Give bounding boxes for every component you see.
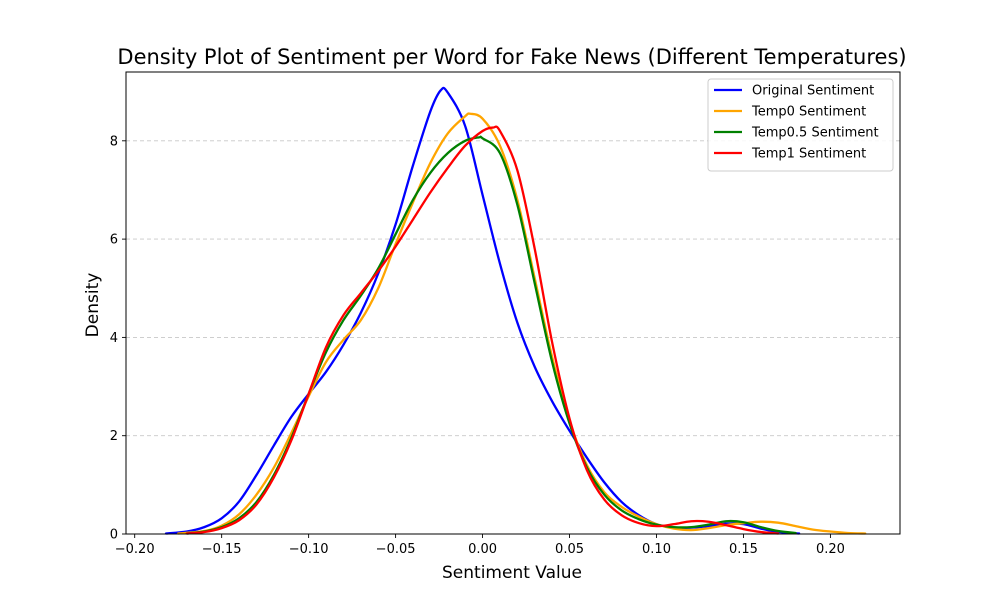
series-line-3 xyxy=(185,125,780,535)
legend-label: Original Sentiment xyxy=(752,84,874,99)
series-lines xyxy=(164,86,867,535)
x-tick-label: −0.15 xyxy=(202,542,242,557)
x-tick-label: 0.20 xyxy=(816,542,845,557)
y-tick-label: 0 xyxy=(110,528,118,543)
y-axis: 0 2 4 6 8 xyxy=(110,134,126,543)
legend-label: Temp0.5 Sentiment xyxy=(751,126,879,141)
x-axis-title: Sentiment Value xyxy=(442,563,582,583)
x-tick-label: −0.05 xyxy=(376,542,416,557)
x-axis: −0.20 −0.15 −0.10 −0.05 0.00 0.05 0.10 0.15 0.20 xyxy=(115,534,845,557)
plot-area-frame xyxy=(125,71,901,535)
y-tick-label: 2 xyxy=(110,429,118,444)
x-tick-label: −0.20 xyxy=(115,542,155,557)
x-tick-label: 0.10 xyxy=(642,542,671,557)
x-tick-label: 0.05 xyxy=(555,542,584,557)
y-tick-label: 6 xyxy=(110,233,118,248)
x-tick-label: 0.00 xyxy=(468,542,497,557)
y-axis-title: Density xyxy=(83,273,103,338)
legend-box xyxy=(707,78,894,172)
legend: Original Sentiment Temp0 Sentiment Temp0.5… xyxy=(707,78,894,172)
x-tick-label: −0.10 xyxy=(289,542,329,557)
legend-label: Temp0 Sentiment xyxy=(751,105,866,120)
y-tick-label: 4 xyxy=(110,331,118,346)
grid xyxy=(126,140,900,437)
y-tick-label: 8 xyxy=(110,134,118,149)
legend-label: Temp1 Sentiment xyxy=(751,147,866,162)
chart-title: Density Plot of Sentiment per Word for F… xyxy=(117,45,906,69)
x-tick-label: 0.15 xyxy=(729,542,758,557)
